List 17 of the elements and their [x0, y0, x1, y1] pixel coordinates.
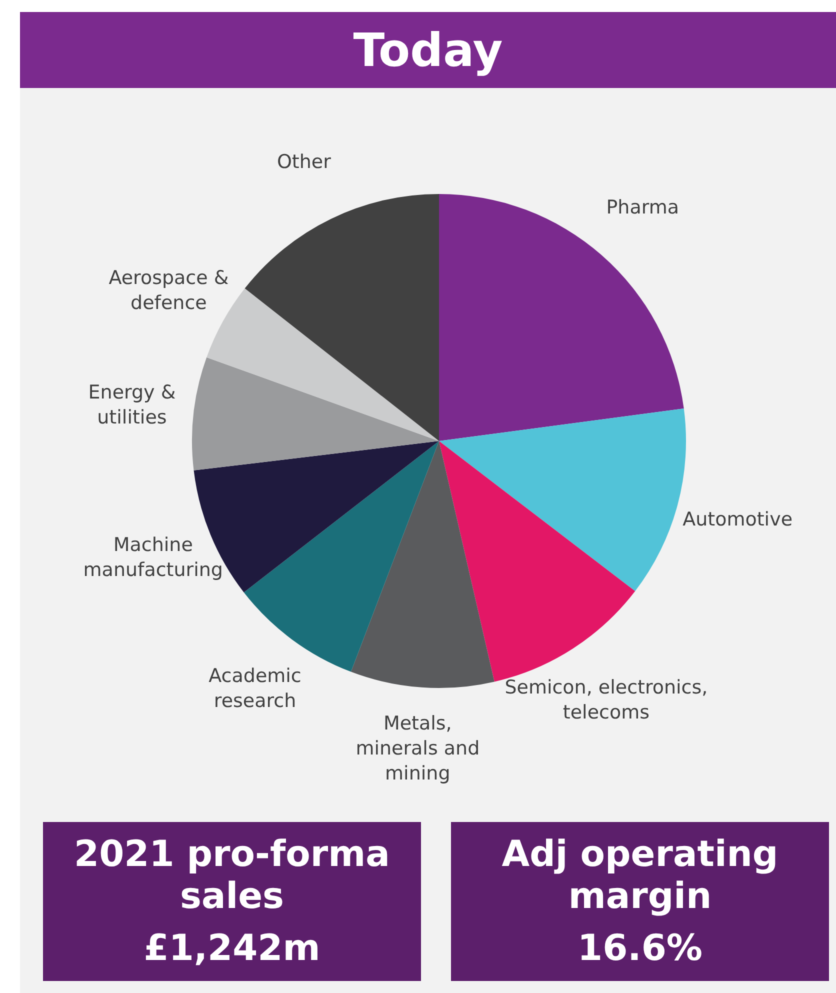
slice-label: Metals, minerals and mining	[356, 712, 480, 784]
slice-label: Automotive	[682, 508, 793, 531]
pie-slice	[192, 357, 439, 470]
pie-slice	[206, 288, 439, 441]
pie-slice	[350, 441, 494, 688]
slice-label: Academic research	[208, 664, 302, 712]
slice-label: Pharma	[606, 196, 680, 219]
slice-label: Semicon, electronics, telecoms	[504, 676, 708, 724]
slice-label: Aerospace & defence	[108, 266, 229, 314]
pie-slice	[244, 194, 439, 441]
slice-label: Energy & utilities	[88, 382, 176, 429]
chart-title: Today	[20, 12, 836, 88]
kpi-card: Adj operating margin 16.6%	[451, 822, 829, 981]
slice-label: Machine manufacturing	[83, 534, 224, 582]
pie-slice	[439, 194, 684, 441]
kpi-card: 2021 pro-forma sales £1,242m	[43, 822, 421, 981]
slice-label: Other	[276, 151, 332, 174]
